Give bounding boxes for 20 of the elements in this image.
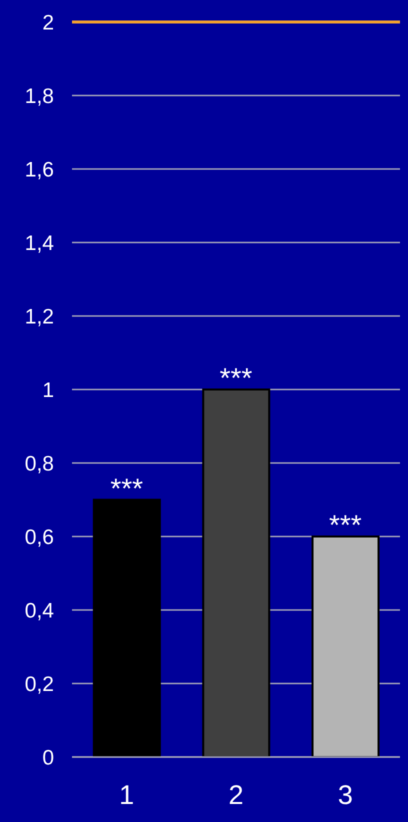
bar (202, 388, 270, 757)
bar (92, 498, 161, 757)
x-tick-label: 3 (338, 780, 353, 810)
bar (312, 536, 380, 757)
y-tick-label: 1 (42, 378, 54, 402)
y-tick-label: 0,6 (24, 526, 54, 549)
annotation: *** (328, 510, 362, 540)
y-tick-label: 1,4 (24, 232, 54, 255)
y-tick-label: 1,8 (24, 84, 54, 108)
y-tick-label: 0,2 (24, 672, 54, 696)
x-tick-label: 2 (228, 780, 244, 810)
y-tick-label: 1,2 (24, 305, 54, 328)
y-tick-label: 0 (42, 746, 54, 770)
y-tick-label: 0,4 (24, 599, 54, 622)
y-tick-label: 1,6 (24, 158, 54, 182)
annotation: *** (110, 472, 144, 504)
y-tick-label: 0,8 (24, 452, 54, 476)
y-tick-label: 2 (42, 11, 54, 34)
x-tick-label: 1 (119, 780, 134, 810)
annotation: *** (220, 362, 252, 394)
